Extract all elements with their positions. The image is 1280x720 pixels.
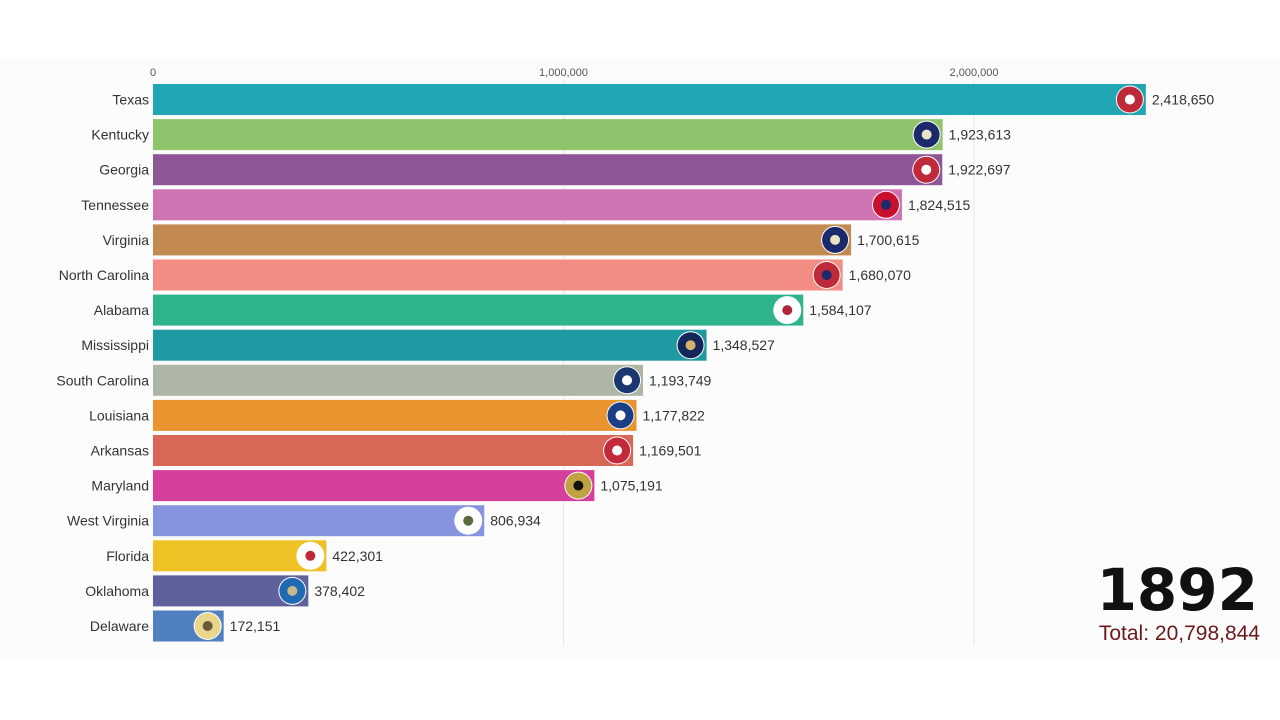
bar-row: West Virginia 806,934: [67, 505, 541, 537]
bar-row: Florida 422,301: [106, 540, 383, 572]
kentucky-flag-icon: [912, 120, 941, 149]
category-label: Tennessee: [81, 197, 149, 213]
category-label: Arkansas: [91, 443, 149, 459]
value-label: 1,177,822: [642, 407, 704, 423]
category-label: Kentucky: [91, 127, 149, 143]
value-label: 1,169,501: [639, 443, 701, 459]
arkansas-flag-icon: [603, 436, 632, 465]
bars: Texas 2,418,650 Kentucky 1,923,613 Georgia 1,…: [56, 84, 1214, 642]
bar: [153, 470, 595, 502]
delaware-flag-icon: [193, 612, 222, 640]
bar-row: Alabama 1,584,107: [94, 294, 872, 326]
category-label: Mississippi: [81, 337, 149, 353]
x-tick-label: 1,000,000: [539, 67, 588, 79]
bar-row: Tennessee 1,824,515: [81, 189, 970, 221]
value-label: 422,301: [332, 548, 383, 564]
value-label: 1,922,697: [948, 162, 1010, 178]
south-carolina-flag-icon: [613, 366, 642, 395]
bar-row: Oklahoma 378,402: [85, 575, 365, 607]
bar: [153, 505, 485, 537]
category-label: Maryland: [91, 478, 149, 494]
category-label: Delaware: [90, 618, 149, 634]
value-label: 1,824,515: [908, 197, 970, 213]
bar-row: Georgia 1,922,697: [99, 154, 1011, 186]
bar-row: Kentucky 1,923,613: [91, 119, 1011, 151]
bar-row: Maryland 1,075,191: [91, 470, 663, 502]
bar: [153, 364, 644, 396]
category-label: West Virginia: [67, 513, 149, 529]
mississippi-flag-icon: [676, 331, 705, 360]
bar: [153, 399, 637, 431]
bar: [153, 329, 707, 361]
value-label: 1,075,191: [600, 478, 662, 494]
oklahoma-flag-icon: [278, 576, 307, 605]
category-label: Florida: [106, 548, 149, 564]
category-label: Alabama: [94, 302, 149, 318]
tennessee-flag-icon: [871, 190, 900, 219]
bar-row: Virginia 1,700,615: [103, 224, 920, 256]
x-axis-ticks: 0 1,000,000 2,000,000: [150, 67, 999, 79]
value-label: 172,151: [230, 618, 281, 634]
bar: [153, 154, 943, 186]
bar: [153, 84, 1146, 115]
value-label: 2,418,650: [1152, 92, 1214, 108]
x-tick-label: 0: [150, 67, 156, 79]
bar: [153, 224, 852, 256]
bar: [153, 259, 843, 291]
florida-flag-icon: [296, 541, 325, 570]
category-label: South Carolina: [56, 372, 149, 388]
bar: [153, 189, 902, 221]
value-label: 378,402: [314, 583, 365, 599]
year-label: 1892: [1097, 556, 1258, 624]
category-label: Oklahoma: [85, 583, 149, 599]
category-label: Louisiana: [89, 407, 149, 423]
bar-row: South Carolina 1,193,749: [56, 364, 712, 396]
north-carolina-flag-icon: [812, 261, 841, 289]
alabama-flag-icon: [773, 296, 802, 325]
category-label: Virginia: [103, 232, 150, 248]
x-tick-label: 2,000,000: [950, 67, 999, 79]
category-label: North Carolina: [59, 267, 149, 283]
louisiana-flag-icon: [606, 401, 635, 430]
category-label: Texas: [112, 92, 149, 108]
bar: [153, 294, 804, 326]
bar-row: North Carolina 1,680,070: [59, 259, 911, 291]
category-label: Georgia: [99, 162, 149, 178]
georgia-flag-icon: [912, 155, 941, 184]
value-label: 1,193,749: [649, 372, 711, 388]
bar-row: Texas 2,418,650: [112, 84, 1214, 115]
texas-flag-icon: [1115, 85, 1144, 114]
value-label: 1,923,613: [949, 127, 1011, 143]
bar-row: Mississippi 1,348,527: [81, 329, 775, 361]
maryland-flag-icon: [564, 471, 593, 500]
value-label: 806,934: [490, 513, 541, 529]
bar-row: Arkansas 1,169,501: [91, 435, 702, 466]
west-virginia-flag-icon: [454, 506, 483, 535]
value-label: 1,584,107: [809, 302, 871, 318]
value-label: 1,680,070: [849, 267, 911, 283]
value-label: 1,700,615: [857, 232, 919, 248]
bar: [153, 435, 634, 466]
bar: [153, 119, 943, 151]
total-label: Total: 20,798,844: [1099, 622, 1260, 645]
bar-row: Delaware 172,151: [90, 610, 281, 642]
virginia-flag-icon: [821, 225, 850, 254]
value-label: 1,348,527: [713, 337, 775, 353]
bar-row: Louisiana 1,177,822: [89, 399, 705, 431]
